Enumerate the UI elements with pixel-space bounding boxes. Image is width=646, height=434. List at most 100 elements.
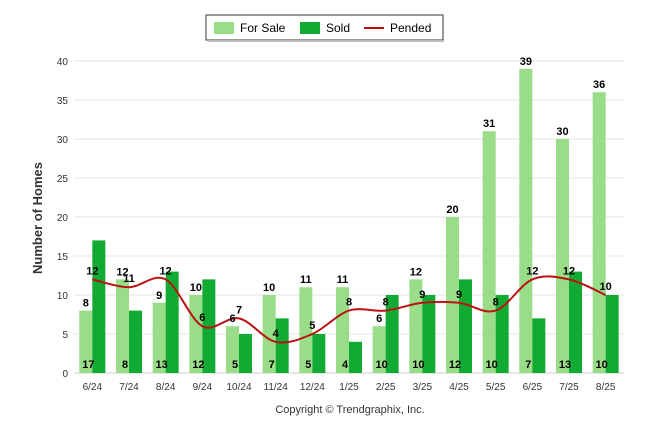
label-for-sale: 30 (556, 126, 568, 138)
bar-for-sale (592, 92, 606, 373)
x-tick-label: 5/25 (486, 382, 506, 393)
label-for-sale: 8 (83, 298, 89, 310)
legend-label: For Sale (240, 21, 286, 35)
bars (79, 68, 619, 374)
label-for-sale: 10 (190, 282, 202, 294)
label-for-sale: 10 (263, 282, 275, 294)
label-pended: 6 (199, 312, 205, 324)
label-pended: 12 (86, 265, 98, 277)
label-sold: 12 (449, 359, 461, 371)
bar-for-sale (299, 287, 313, 373)
label-pended: 8 (346, 297, 352, 309)
bar-for-sale (79, 310, 93, 373)
y-tick-label: 10 (57, 291, 69, 302)
label-for-sale: 6 (229, 313, 235, 325)
y-tick-label: 0 (62, 369, 68, 380)
x-tick-label: 6/25 (523, 382, 543, 393)
bar-for-sale (262, 295, 276, 373)
bar-for-sale (152, 302, 166, 373)
x-tick-label: 2/25 (376, 382, 396, 393)
x-tick-label: 8/25 (596, 382, 616, 393)
bar-sold (385, 295, 399, 373)
bar-sold (495, 295, 509, 373)
label-for-sale: 36 (593, 79, 605, 91)
bar-for-sale (519, 68, 533, 374)
y-axis-title: Number of Homes (30, 162, 45, 274)
bar-sold (422, 295, 436, 373)
label-sold: 4 (342, 359, 349, 371)
x-tick-label: 1/25 (339, 382, 359, 393)
data-labels: 8 17 12 8 9 13 10 12 6 5 10 7 11 5 11 4 6 10 12 10 20 12 31 10 3… (82, 56, 612, 371)
bar-for-sale (372, 326, 386, 373)
x-tick-label: 12/24 (300, 382, 325, 393)
x-tick-label: 10/24 (226, 382, 251, 393)
bar-sold (129, 310, 142, 373)
x-tick-label: 6/24 (83, 382, 103, 393)
label-sold: 7 (269, 359, 275, 371)
label-sold: 17 (82, 359, 94, 371)
label-for-sale: 9 (156, 290, 162, 302)
y-axis-ticks: 0 5 10 15 20 25 30 35 40 (57, 57, 69, 380)
label-sold: 7 (525, 359, 531, 371)
y-tick-label: 30 (57, 135, 69, 146)
x-tick-label: 7/24 (119, 382, 139, 393)
label-for-sale: 6 (376, 313, 382, 325)
x-tick-label: 7/25 (559, 382, 579, 393)
label-pended: 4 (273, 328, 280, 340)
label-for-sale: 39 (520, 56, 532, 68)
legend: For Sale Sold Pended (205, 14, 444, 42)
legend-label: Pended (390, 21, 431, 35)
legend-swatch (300, 22, 320, 34)
label-for-sale: 11 (300, 274, 312, 286)
bar-for-sale (116, 279, 129, 373)
label-pended: 8 (493, 297, 499, 309)
label-sold: 10 (376, 359, 388, 371)
copyright-footer: Copyright © Trendgraphix, Inc. (275, 404, 424, 416)
label-sold: 13 (559, 359, 571, 371)
label-for-sale: 20 (446, 204, 458, 216)
bar-sold (202, 279, 216, 373)
label-pended: 7 (236, 304, 242, 316)
bar-for-sale (336, 287, 349, 373)
x-tick-label: 9/24 (193, 382, 213, 393)
label-sold: 10 (596, 359, 608, 371)
bar-sold (569, 271, 582, 373)
label-pended: 9 (419, 289, 425, 301)
label-pended: 9 (456, 289, 462, 301)
x-tick-label: 3/25 (413, 382, 433, 393)
bar-sold (532, 318, 546, 373)
label-for-sale: 11 (337, 274, 349, 286)
bar-for-sale (556, 139, 569, 373)
label-sold: 5 (232, 359, 238, 371)
y-tick-label: 25 (57, 174, 69, 185)
y-tick-label: 15 (57, 252, 69, 263)
bar-sold (239, 334, 252, 373)
bar-for-sale (226, 326, 239, 373)
label-sold: 8 (122, 359, 128, 371)
x-tick-label: 8/24 (156, 382, 176, 393)
x-axis-ticks: 6/24 7/24 8/24 9/24 10/24 11/24 12/24 1/25 2/25 3… (83, 382, 616, 393)
y-tick-label: 5 (62, 330, 68, 341)
label-for-sale: 12 (410, 266, 422, 278)
y-tick-label: 40 (57, 57, 69, 68)
pended-line-path (92, 275, 607, 344)
legend-label: Sold (326, 21, 350, 35)
label-sold: 13 (156, 359, 168, 371)
label-pended: 11 (123, 273, 135, 285)
x-tick-label: 11/24 (264, 382, 289, 393)
label-pended: 10 (600, 281, 612, 293)
label-pended: 5 (309, 320, 315, 332)
label-pended: 12 (160, 265, 172, 277)
label-pended: 8 (383, 297, 389, 309)
label-for-sale: 12 (116, 266, 128, 278)
label-sold: 5 (305, 359, 311, 371)
legend-box (205, 14, 444, 41)
label-pended: 12 (563, 265, 575, 277)
legend-swatch (214, 22, 234, 34)
label-sold: 10 (486, 359, 498, 371)
y-tick-label: 35 (57, 96, 69, 107)
y-tick-label: 20 (57, 213, 69, 224)
bar-for-sale (482, 131, 496, 373)
label-for-sale: 31 (483, 118, 495, 130)
